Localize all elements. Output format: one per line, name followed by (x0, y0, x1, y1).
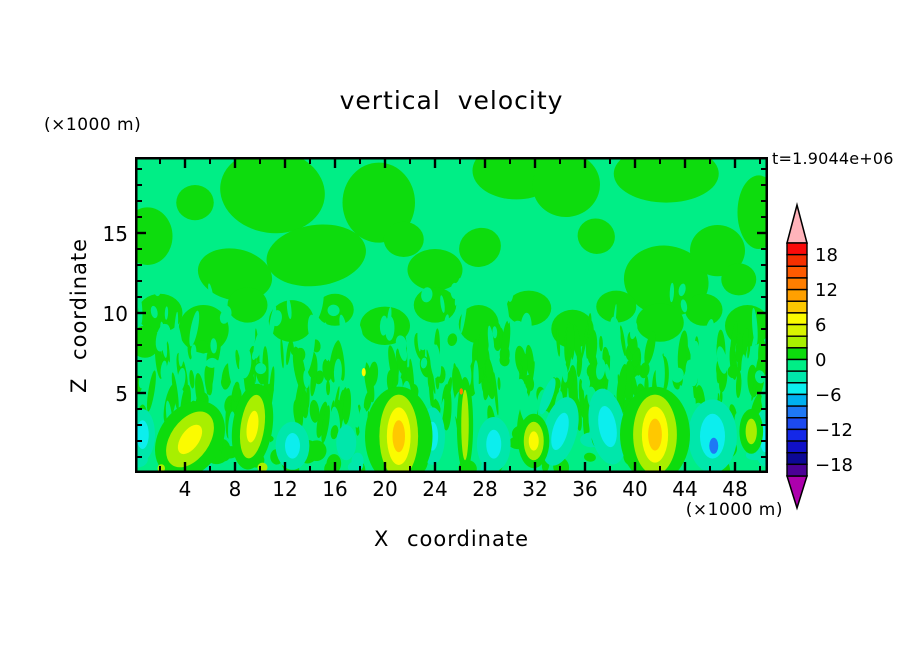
x-axis-unit-label: (×1000 m) (685, 500, 783, 520)
x-tick-label-16: 16 (322, 477, 348, 501)
colorbar-label-12: 12 (815, 280, 838, 301)
axis-ticks (137, 159, 766, 471)
time-stamp-label: t=1.9044e+06 (772, 149, 894, 168)
z-tick-label-15: 15 (102, 222, 128, 246)
colorbar-label-0: 0 (815, 350, 826, 371)
x-axis-title: X coordinate (373, 527, 530, 551)
contour-field-svg (135, 157, 768, 473)
x-tick-label-32: 32 (522, 477, 548, 501)
x-tick-label-20: 20 (372, 477, 398, 501)
x-tick-label-44: 44 (672, 477, 698, 501)
x-tick-label-12: 12 (272, 477, 298, 501)
x-tick-label-24: 24 (422, 477, 448, 501)
z-axis-unit-label: (×1000 m) (44, 115, 142, 135)
colorbar-label--6: −6 (815, 385, 842, 406)
x-tick-label-36: 36 (572, 477, 598, 501)
colorbar: 18 12 6 0 −6 −12 −18 (779, 195, 904, 520)
colorbar-label--18: −18 (815, 455, 853, 476)
colorbar-label--12: −12 (815, 420, 853, 441)
x-tick-label-8: 8 (228, 477, 242, 501)
z-tick-label-5: 5 (115, 382, 128, 406)
colorbar-label-18: 18 (815, 245, 838, 266)
colorbar-label-6: 6 (815, 315, 826, 336)
x-tick-label-48: 48 (722, 477, 748, 501)
x-tick-label-40: 40 (622, 477, 648, 501)
z-tick-label-10: 10 (102, 302, 128, 326)
contour-plot-area (135, 157, 768, 473)
x-tick-label-4: 4 (178, 477, 192, 501)
plot-title: vertical velocity (339, 86, 564, 115)
x-tick-label-28: 28 (472, 477, 498, 501)
colorbar-svg: 18 12 6 0 −6 −12 −18 (785, 202, 853, 511)
